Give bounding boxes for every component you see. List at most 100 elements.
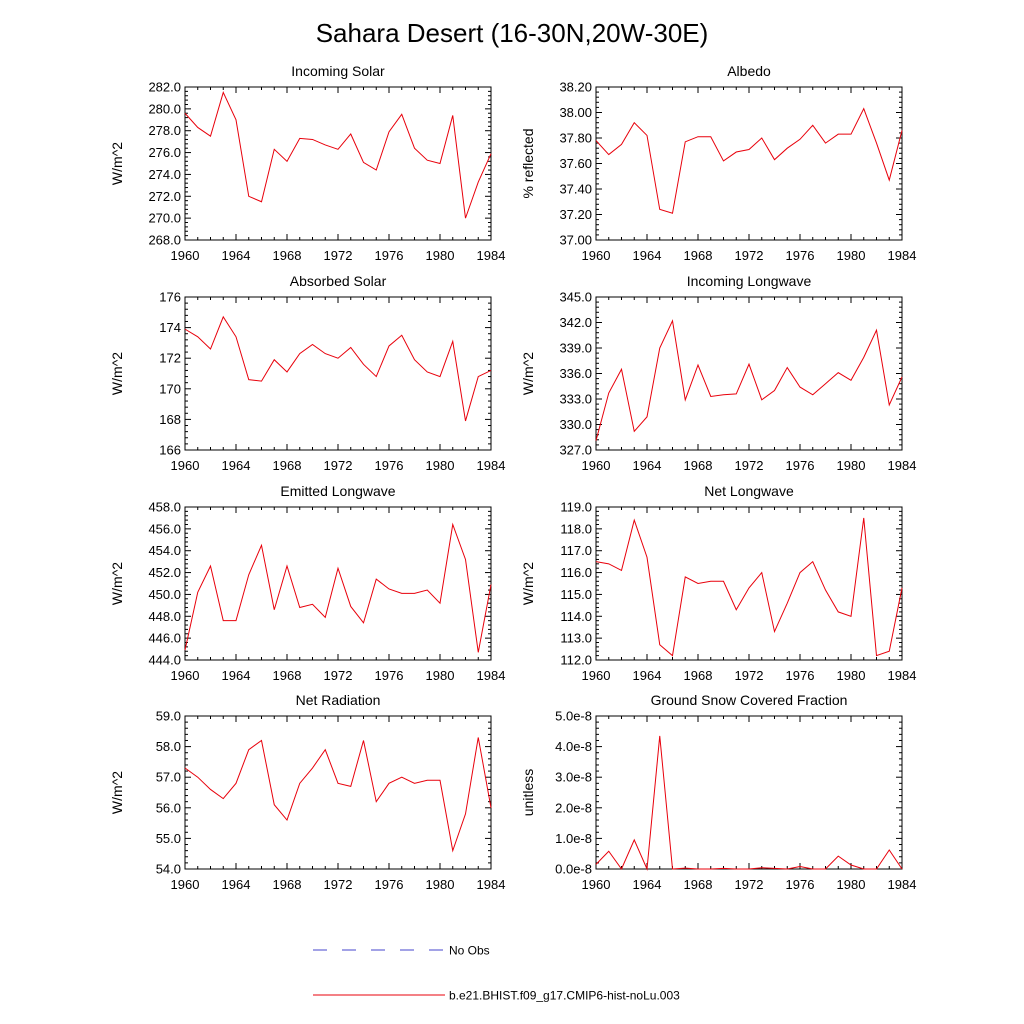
x-tick-label: 1960 bbox=[582, 458, 611, 473]
x-tick-label: 1968 bbox=[684, 877, 713, 892]
x-tick-label: 1964 bbox=[222, 458, 251, 473]
x-tick-label: 1976 bbox=[786, 248, 815, 263]
x-tick-label: 1976 bbox=[786, 877, 815, 892]
x-tick-label: 1980 bbox=[837, 248, 866, 263]
y-axis-label: W/m^2 bbox=[520, 562, 536, 605]
y-tick-label: 446.0 bbox=[148, 631, 181, 646]
panel-title: Incoming Longwave bbox=[687, 273, 812, 289]
x-tick-label: 1968 bbox=[273, 877, 302, 892]
x-tick-label: 1980 bbox=[426, 248, 455, 263]
panel-ground-snow-covered-fraction: 1960 1964 1968 1972 1976 1980 1984 0.0e-8 1.0e-8… bbox=[520, 692, 916, 892]
x-tick-label: 1960 bbox=[582, 877, 611, 892]
x-tick-label: 1960 bbox=[171, 668, 200, 683]
plot-frame bbox=[184, 296, 492, 451]
y-tick-label: 270.0 bbox=[148, 211, 181, 226]
x-tick-label: 1972 bbox=[735, 668, 764, 683]
x-tick-label: 1968 bbox=[684, 248, 713, 263]
y-tick-label: 336.0 bbox=[559, 366, 592, 381]
y-tick-label: 458.0 bbox=[148, 500, 181, 515]
y-tick-label: 37.60 bbox=[559, 156, 592, 171]
panels: 1960 1964 1968 1972 1976 1980 1984 268.0 270.0 27… bbox=[109, 63, 916, 892]
y-tick-label: 112.0 bbox=[560, 653, 592, 668]
y-tick-label: 456.0 bbox=[148, 521, 181, 536]
plot-frame bbox=[184, 715, 492, 870]
figure-title: Sahara Desert (16-30N,20W-30E) bbox=[316, 18, 709, 48]
y-tick-label: 327.0 bbox=[559, 443, 592, 458]
y-tick-label: 274.0 bbox=[148, 167, 181, 182]
x-tick-label: 1980 bbox=[837, 877, 866, 892]
y-tick-label: 59.0 bbox=[156, 709, 181, 724]
y-tick-label: 3.0e-8 bbox=[555, 770, 592, 785]
series-line bbox=[595, 735, 903, 871]
series-line bbox=[184, 315, 492, 422]
y-tick-label: 37.00 bbox=[559, 233, 592, 248]
y-tick-label: 272.0 bbox=[148, 189, 181, 204]
x-tick-label: 1976 bbox=[786, 668, 815, 683]
y-tick-label: 174 bbox=[159, 320, 181, 335]
y-tick-label: 4.0e-8 bbox=[555, 739, 592, 754]
x-tick-label: 1964 bbox=[222, 877, 251, 892]
x-tick-label: 1972 bbox=[324, 458, 353, 473]
y-tick-label: 339.0 bbox=[559, 341, 592, 356]
x-tick-label: 1980 bbox=[426, 877, 455, 892]
y-tick-label: 342.0 bbox=[559, 315, 592, 330]
x-tick-label: 1968 bbox=[684, 668, 713, 683]
y-tick-label: 2.0e-8 bbox=[555, 800, 592, 815]
x-tick-label: 1976 bbox=[375, 668, 404, 683]
y-axis-label: unitless bbox=[520, 769, 536, 816]
x-tick-label: 1980 bbox=[837, 668, 866, 683]
x-tick-label: 1960 bbox=[582, 668, 611, 683]
series-line bbox=[184, 522, 492, 653]
x-tick-label: 1972 bbox=[324, 877, 353, 892]
panel-title: Albedo bbox=[727, 63, 771, 79]
y-tick-label: 37.40 bbox=[559, 182, 592, 197]
y-tick-label: 37.20 bbox=[559, 207, 592, 222]
plot-frame bbox=[595, 296, 903, 451]
legend-label-model-run: b.e21.BHIST.f09_g17.CMIP6-hist-noLu.003 bbox=[449, 989, 680, 1003]
x-tick-label: 1960 bbox=[171, 877, 200, 892]
x-tick-label: 1960 bbox=[582, 248, 611, 263]
y-tick-label: 56.0 bbox=[156, 800, 181, 815]
plot-frame bbox=[595, 715, 903, 870]
y-tick-label: 454.0 bbox=[148, 543, 181, 558]
y-tick-label: 114.0 bbox=[560, 609, 592, 624]
y-tick-label: 172 bbox=[159, 351, 181, 366]
y-tick-label: 170 bbox=[159, 381, 181, 396]
legend-label-no-obs: No Obs bbox=[449, 944, 490, 958]
y-tick-label: 333.0 bbox=[559, 392, 592, 407]
x-tick-label: 1984 bbox=[477, 458, 506, 473]
y-tick-label: 330.0 bbox=[559, 417, 592, 432]
x-tick-label: 1976 bbox=[375, 248, 404, 263]
y-tick-label: 268.0 bbox=[148, 233, 181, 248]
y-tick-label: 38.20 bbox=[559, 80, 592, 95]
x-tick-label: 1980 bbox=[426, 458, 455, 473]
panel-title: Ground Snow Covered Fraction bbox=[651, 692, 848, 708]
y-tick-label: 276.0 bbox=[148, 145, 181, 160]
series-line bbox=[595, 517, 903, 657]
y-tick-label: 0.0e-8 bbox=[555, 862, 592, 877]
x-tick-label: 1972 bbox=[735, 248, 764, 263]
x-tick-label: 1964 bbox=[633, 248, 662, 263]
x-tick-label: 1960 bbox=[171, 248, 200, 263]
x-tick-label: 1964 bbox=[222, 668, 251, 683]
series-line bbox=[595, 319, 903, 441]
y-axis-label: W/m^2 bbox=[520, 352, 536, 395]
y-tick-label: 37.80 bbox=[559, 131, 592, 146]
x-tick-label: 1972 bbox=[735, 877, 764, 892]
y-tick-label: 444.0 bbox=[148, 653, 181, 668]
y-axis-label: % reflected bbox=[520, 128, 536, 198]
x-tick-label: 1984 bbox=[477, 877, 506, 892]
x-tick-label: 1964 bbox=[633, 668, 662, 683]
y-tick-label: 1.0e-8 bbox=[555, 831, 592, 846]
x-tick-label: 1964 bbox=[633, 877, 662, 892]
x-tick-label: 1984 bbox=[888, 458, 917, 473]
panel-emitted-longwave: 1960 1964 1968 1972 1976 1980 1984 444.0 446.0 44… bbox=[109, 483, 505, 683]
panel-net-longwave: 1960 1964 1968 1972 1976 1980 1984 112.0 113.0 11… bbox=[520, 483, 916, 683]
x-tick-label: 1976 bbox=[375, 877, 404, 892]
y-axis-label: W/m^2 bbox=[109, 771, 125, 814]
panel-incoming-solar: 1960 1964 1968 1972 1976 1980 1984 268.0 270.0 27… bbox=[109, 63, 505, 263]
series-line bbox=[595, 107, 903, 214]
plot-frame bbox=[595, 86, 903, 241]
x-tick-label: 1960 bbox=[171, 458, 200, 473]
